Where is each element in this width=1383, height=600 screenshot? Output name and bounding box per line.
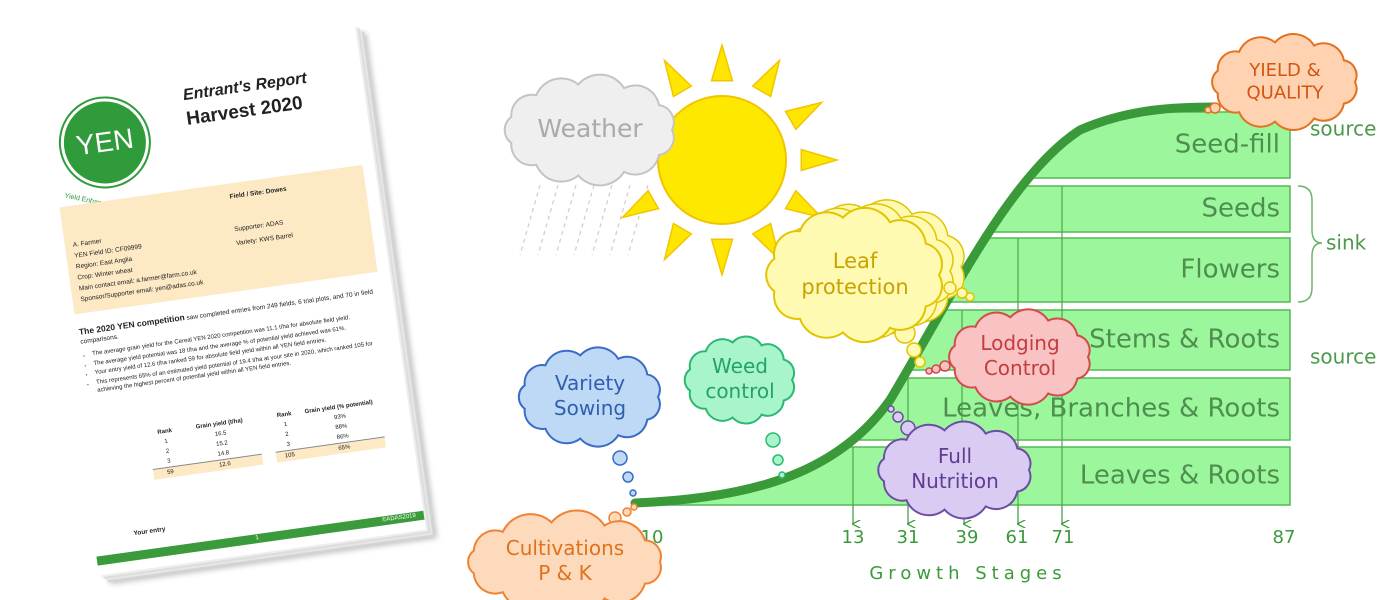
thought-bubble bbox=[966, 293, 974, 301]
thought-bubble bbox=[1210, 103, 1220, 113]
cloud-label: QUALITY bbox=[1247, 82, 1325, 103]
rain-streak bbox=[592, 185, 612, 255]
stage-label: 39 bbox=[956, 527, 979, 548]
sink-brace bbox=[1298, 186, 1322, 302]
cloud-label: Nutrition bbox=[911, 469, 999, 493]
logo: YEN bbox=[55, 93, 154, 192]
thought-bubble bbox=[779, 472, 785, 478]
thought-bubble bbox=[773, 455, 783, 465]
cloud-label: Weed bbox=[712, 354, 768, 378]
rain-streak bbox=[538, 185, 558, 255]
thought-bubble bbox=[1205, 107, 1211, 113]
cloud-label: Sowing bbox=[554, 396, 626, 420]
stage-label: 31 bbox=[897, 527, 920, 548]
page-body: Seed-fill Seeds Flowers Stems & Roots Leaves… bbox=[0, 0, 1383, 600]
thought-bubble bbox=[630, 490, 636, 496]
sun-ray bbox=[712, 45, 733, 81]
row-label: Seeds bbox=[1201, 194, 1280, 224]
copyright: ©ADAS2019 bbox=[382, 513, 417, 524]
cloud-label: control bbox=[705, 379, 774, 403]
thought-bubble bbox=[915, 357, 925, 367]
cloud-label: protection bbox=[801, 275, 908, 299]
cloud-label: YIELD & bbox=[1248, 60, 1320, 81]
cloud-label: Variety bbox=[555, 371, 625, 395]
page-number: 1 bbox=[255, 535, 259, 541]
sun-ray bbox=[753, 60, 780, 96]
cloud-label: Lodging bbox=[980, 331, 1059, 355]
cloud-label: Cultivations bbox=[506, 536, 624, 560]
cloud-label: Leaf bbox=[833, 249, 878, 273]
cloud-label: P & K bbox=[538, 561, 592, 585]
cloud-label: Weather bbox=[537, 114, 643, 143]
sun-ray bbox=[712, 239, 733, 275]
cloud-label: Full bbox=[938, 444, 972, 468]
sun-ray bbox=[665, 60, 692, 96]
stage-label: 61 bbox=[1006, 527, 1029, 548]
stage-label: 87 bbox=[1273, 527, 1296, 548]
sun-ray bbox=[801, 150, 837, 171]
thought-bubble bbox=[888, 406, 894, 412]
thought-bubble bbox=[623, 472, 633, 482]
stage-label: 13 bbox=[842, 527, 865, 548]
intro-bold: The 2020 YEN competition bbox=[78, 312, 185, 337]
supporter-block: Supporter: ADAS Variety: KWS Barrel bbox=[233, 215, 294, 251]
rain-streak bbox=[610, 185, 630, 255]
axis-label: Growth Stages bbox=[869, 563, 1066, 584]
thought-bubble bbox=[623, 508, 631, 516]
thought-bubble bbox=[944, 282, 956, 294]
thought-bubble bbox=[766, 433, 780, 447]
thought-bubble bbox=[940, 361, 950, 371]
thought-bubble bbox=[926, 368, 932, 374]
field-site: Field / Site: Dowes bbox=[229, 186, 287, 201]
table-cell: 105 bbox=[276, 448, 305, 462]
report-document: YEN Yield Enhancement Network Entrant's … bbox=[28, 25, 426, 576]
thought-bubble bbox=[932, 365, 940, 373]
source-label: source bbox=[1310, 345, 1376, 369]
thought-bubble bbox=[907, 343, 921, 357]
stage-label: 71 bbox=[1052, 527, 1075, 548]
thought-bubble bbox=[893, 412, 903, 422]
cloud-label: Control bbox=[984, 356, 1056, 380]
row-label: Flowers bbox=[1180, 255, 1280, 285]
sink-label: sink bbox=[1326, 231, 1367, 255]
your-entry: Your entry bbox=[133, 526, 166, 537]
rain-streak bbox=[520, 185, 540, 255]
thought-bubble bbox=[631, 504, 637, 510]
row-label: Seed-fill bbox=[1175, 130, 1280, 160]
rain-streak bbox=[574, 185, 594, 255]
row-label: Leaves & Roots bbox=[1080, 461, 1280, 491]
rain-streak bbox=[556, 185, 576, 255]
row-label: Stems & Roots bbox=[1089, 325, 1280, 355]
thought-bubble bbox=[613, 451, 627, 465]
page: Growth diagram { "report": { "logo": "YE… bbox=[0, 0, 1383, 600]
sun bbox=[658, 96, 786, 224]
sun-ray bbox=[786, 103, 822, 130]
sun-ray bbox=[665, 224, 692, 260]
